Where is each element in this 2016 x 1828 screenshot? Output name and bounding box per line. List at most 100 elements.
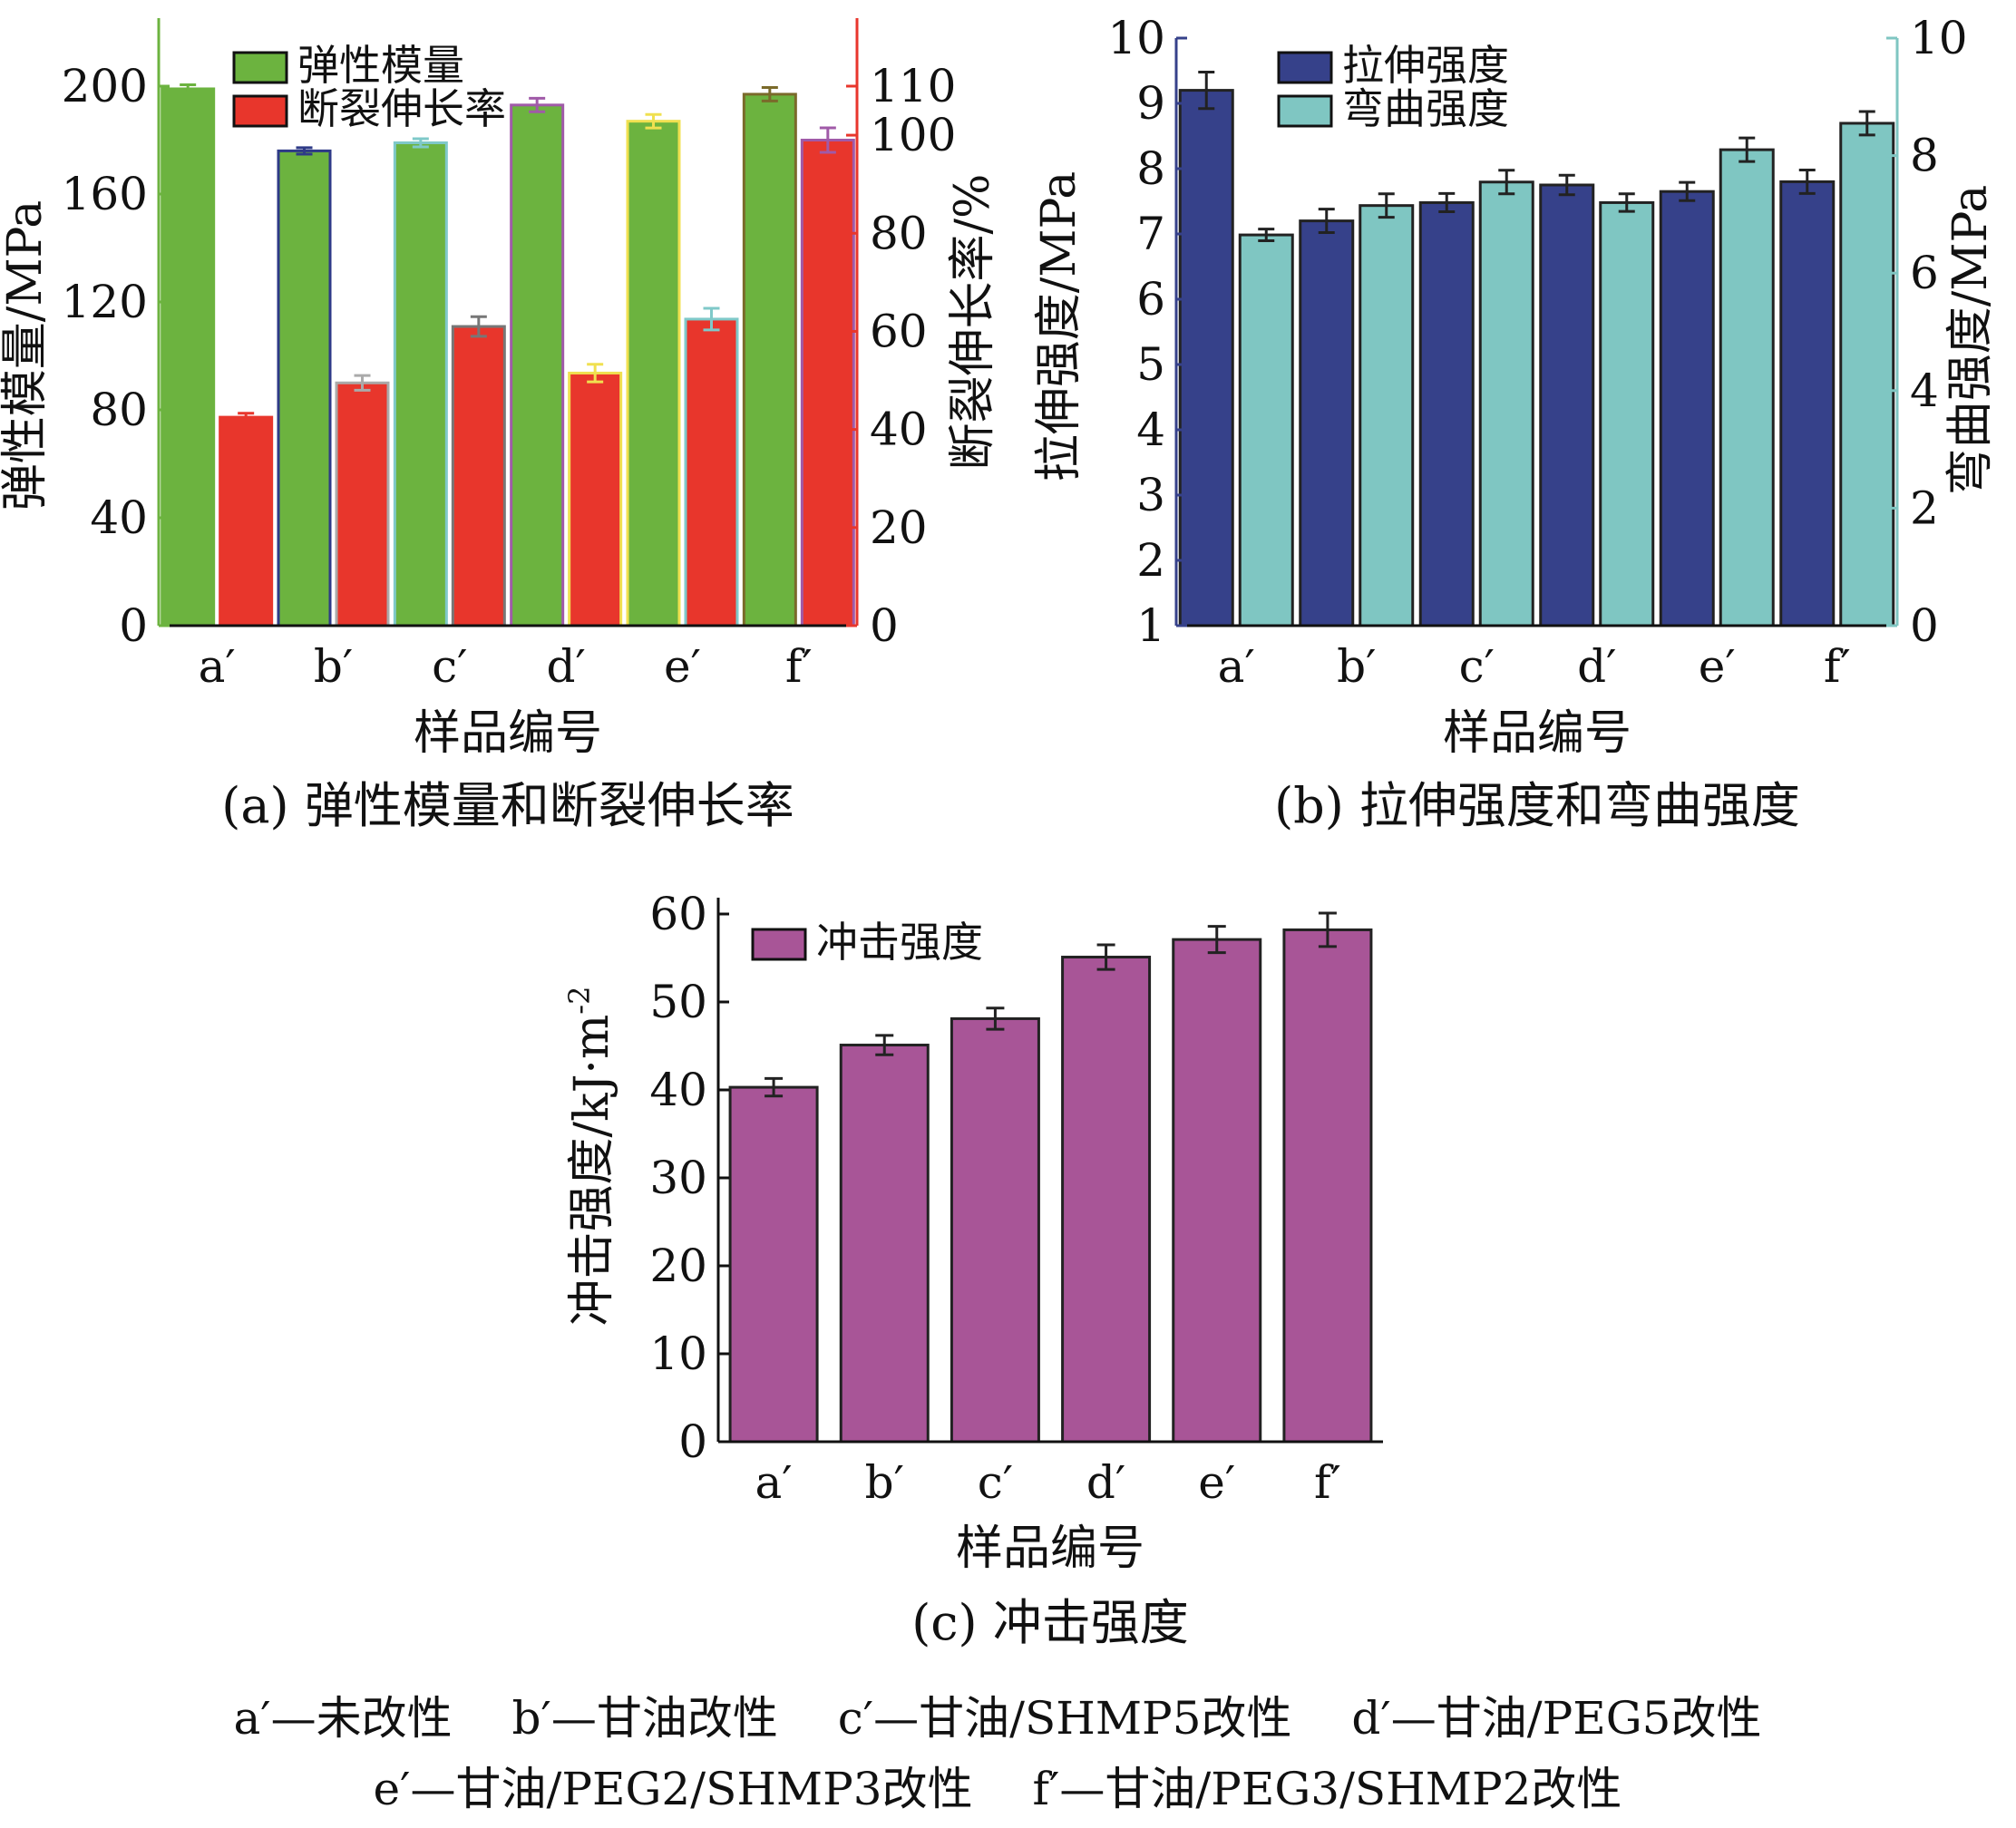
footnote-line-1: a′—未改性 b′—甘油改性 c′—甘油/SHMP5改性 d′—甘油/PEG5改…	[233, 1692, 1761, 1745]
legend-swatch-a-1	[232, 94, 288, 128]
ytick-left-a-tick-label-1: 40	[90, 491, 148, 544]
bar-b-s1-4	[1719, 148, 1775, 627]
x-axis-label-b: 样品编号	[1443, 706, 1631, 761]
ytick-left-a-tick-label-5: 200	[62, 60, 148, 112]
legend-label-a-1: 断裂伸长率	[297, 84, 506, 133]
bar-a-s0-4	[626, 120, 681, 627]
y-axis-label-right-b: 弯曲强度/MPa	[1943, 185, 1998, 495]
xtick-label-c-5: f′	[1314, 1456, 1341, 1509]
ytick-left-a-tick-label-2: 80	[90, 384, 148, 436]
ytick-c-tick-label-3: 30	[649, 1152, 707, 1204]
ytick-left-b-tick-label-9: 10	[1107, 12, 1165, 64]
ytick-right-b-tick-label-2: 4	[1910, 365, 1939, 417]
legend-label-c: 冲击强度	[816, 918, 983, 967]
ytick-right-b-tick-label-5: 10	[1910, 12, 1968, 64]
bar-b-s0-3	[1539, 183, 1595, 627]
ytick-left-a-tick-label-4: 160	[62, 168, 148, 220]
bar-c-1	[839, 1044, 930, 1444]
bar-a-s1-0	[219, 415, 274, 627]
ytick-right-a-tick-label-4: 80	[870, 207, 928, 259]
ytick-c-tick-label-5: 50	[649, 976, 707, 1028]
ytick-right-a-tick-label-6: 110	[870, 60, 956, 112]
ytick-right-b-tick-label-0: 0	[1910, 599, 1939, 652]
bar-b-s1-5	[1839, 122, 1895, 627]
bar-b-s0-5	[1779, 180, 1836, 627]
xtick-label-b-0: a′	[1218, 640, 1255, 693]
y-axis-label-left-a: 弹性模量/MPa	[0, 200, 53, 510]
bar-b-s1-0	[1238, 233, 1294, 627]
bar-a-s1-5	[800, 139, 855, 627]
xtick-label-c-1: b′	[865, 1456, 904, 1509]
xtick-label-c-0: a′	[755, 1456, 792, 1509]
legend-swatch-a-0	[232, 51, 288, 84]
bar-a-s0-1	[277, 149, 332, 627]
caption-a: (a) 弹性模量和断裂伸长率	[221, 777, 794, 834]
xtick-label-a-1: b′	[314, 640, 353, 693]
panel-b-tensile-flexural-strength: 1 2 3 4 5 6 7 8 9 10 0 2 4 6 8 10 a′ b′ c′ d′ e′ f′ 拉伸强度/MPa 弯曲…	[1032, 12, 1998, 834]
bar-c-5	[1282, 928, 1373, 1444]
caption-b: (b) 拉伸强度和弯曲强度	[1274, 777, 1800, 834]
bar-c-3	[1061, 956, 1152, 1444]
y-axis-label-c: 冲击强度/kJ·m-2	[562, 987, 619, 1327]
ytick-left-b-tick-label-0: 1	[1136, 599, 1165, 652]
xtick-label-c-2: c′	[978, 1456, 1013, 1509]
ytick-left-b-tick-label-1: 2	[1136, 534, 1165, 587]
caption-c: (c) 冲击强度	[911, 1594, 1189, 1651]
ytick-c-tick-label-0: 0	[678, 1415, 707, 1468]
xtick-label-c-3: d′	[1086, 1456, 1125, 1509]
bar-b-s1-1	[1359, 204, 1415, 627]
bar-c-4	[1172, 938, 1262, 1444]
bar-b-s1-2	[1478, 180, 1534, 627]
ytick-left-b-tick-label-5: 6	[1136, 273, 1165, 326]
ytick-left-b-tick-label-6: 7	[1136, 208, 1165, 260]
xtick-label-a-3: d′	[546, 640, 585, 693]
bar-a-s1-3	[568, 371, 623, 627]
ytick-c-tick-label-4: 40	[649, 1064, 707, 1116]
bar-b-s1-3	[1599, 200, 1655, 627]
bar-a-s0-0	[161, 87, 216, 627]
legend-label-b-0: 拉伸强度	[1342, 41, 1509, 90]
ytick-c-tick-label-2: 20	[649, 1240, 707, 1292]
xtick-label-b-3: d′	[1577, 640, 1616, 693]
ytick-left-a-tick-label-3: 120	[62, 276, 148, 328]
bar-a-s1-4	[684, 317, 739, 627]
ytick-left-b-tick-label-7: 8	[1136, 142, 1165, 195]
ytick-left-b-tick-label-4: 5	[1136, 338, 1165, 391]
bar-c-2	[950, 1016, 1040, 1444]
xtick-label-b-5: f′	[1824, 640, 1851, 693]
panel-c-impact-strength: 0 10 20 30 40 50 60 a′ b′ c′ d′ e′ f′ 冲击强度/kJ·m-2 样品编号…	[562, 888, 1383, 1651]
xtick-label-a-0: a′	[199, 640, 236, 693]
ytick-right-a-tick-label-2: 40	[870, 404, 928, 456]
y-axis-label-right-a: 断裂伸长率/%	[946, 174, 1000, 471]
ytick-right-b-tick-label-4: 8	[1910, 130, 1939, 182]
ytick-right-a-tick-label-0: 0	[870, 599, 899, 652]
bar-a-s0-2	[393, 141, 448, 627]
x-axis-label-a: 样品编号	[414, 706, 602, 761]
ytick-left-b-tick-label-2: 3	[1136, 469, 1165, 521]
ytick-right-a-tick-label-1: 20	[870, 501, 928, 554]
xtick-label-a-4: e′	[664, 640, 701, 693]
x-axis-label-c: 样品编号	[956, 1522, 1144, 1576]
ytick-left-b-tick-label-8: 9	[1136, 77, 1165, 130]
bar-a-s1-1	[335, 381, 390, 627]
bar-c-0	[728, 1085, 819, 1444]
ytick-right-a-tick-label-3: 60	[870, 305, 928, 357]
ytick-left-a-tick-label-0: 0	[119, 599, 148, 652]
legend-label-a-0: 弹性模量	[297, 41, 464, 90]
bar-a-s0-5	[742, 92, 797, 627]
ytick-right-b-tick-label-3: 6	[1910, 247, 1939, 299]
bar-a-s0-3	[510, 103, 565, 627]
xtick-label-b-2: c′	[1459, 640, 1495, 693]
bar-b-s0-1	[1299, 219, 1355, 627]
xtick-label-b-1: b′	[1337, 640, 1376, 693]
y-axis-label-left-b: 拉伸强度/MPa	[1032, 171, 1086, 481]
y-axis-label-c-superscript: -2	[562, 987, 597, 1015]
ytick-left-b-tick-label-3: 4	[1136, 404, 1165, 456]
bar-a-s1-2	[451, 325, 506, 627]
legend-swatch-c	[751, 928, 807, 961]
ytick-c-tick-label-1: 10	[649, 1327, 707, 1380]
sample-legend-footnote: a′—未改性 b′—甘油改性 c′—甘油/SHMP5改性 d′—甘油/PEG5改…	[233, 1692, 1761, 1815]
legend-label-b-1: 弯曲强度	[1342, 84, 1509, 133]
ytick-c-tick-label-6: 60	[649, 888, 707, 940]
